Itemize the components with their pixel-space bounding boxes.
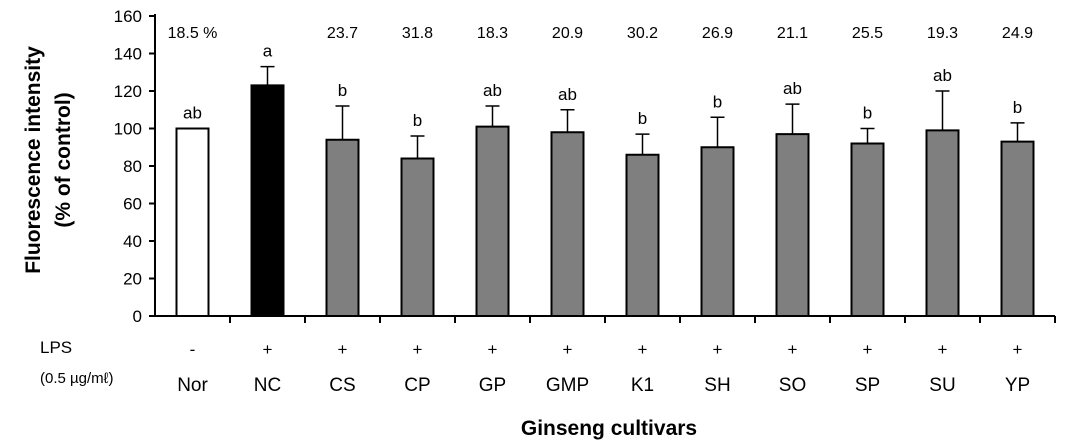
lps-sign: + xyxy=(938,340,948,359)
y-axis-ticks: 0 20 40 60 80 100 120 140 160 xyxy=(114,7,155,326)
significance-label: b xyxy=(1013,98,1022,117)
percent-label: 23.7 xyxy=(327,25,358,42)
lps-sign: + xyxy=(788,340,798,359)
significance-label: ab xyxy=(558,85,577,104)
lps-sign: + xyxy=(638,340,648,359)
bar xyxy=(475,125,510,317)
y-tick-label: 140 xyxy=(114,45,142,64)
significance-label: b xyxy=(338,81,347,100)
bar xyxy=(625,153,660,317)
x-category-label: SU xyxy=(929,375,955,396)
x-category-label: NC xyxy=(254,375,281,396)
bar-labels-group: ab 18.5 % - Nor a + NC b 23.7 + CS b 31.8 + CP ab 18.3 + G… xyxy=(168,25,1034,396)
bar xyxy=(400,157,435,317)
y-tick-label: 40 xyxy=(123,232,142,251)
significance-label: b xyxy=(638,109,647,128)
y-tick-label: 60 xyxy=(123,195,142,214)
percent-label: 30.2 xyxy=(627,25,658,42)
bar xyxy=(850,142,885,317)
percent-label: 26.9 xyxy=(702,25,733,42)
y-tick-label: 0 xyxy=(133,307,142,326)
x-category-label: YP xyxy=(1005,375,1030,396)
bar xyxy=(1000,140,1035,317)
y-axis-title-line2: (% of control) xyxy=(52,92,75,227)
percent-label: 31.8 xyxy=(402,25,433,42)
y-tick-label: 80 xyxy=(123,157,142,176)
x-category-label: CP xyxy=(404,375,430,396)
percent-label: 19.3 xyxy=(927,25,958,42)
lps-dose-label: (0.5 µg/mℓ) xyxy=(40,370,114,387)
percent-label: 25.5 xyxy=(852,25,883,42)
x-category-label: GP xyxy=(479,375,506,396)
significance-label: ab xyxy=(783,79,802,98)
x-category-label: Nor xyxy=(177,375,208,396)
lps-sign: + xyxy=(413,340,423,359)
percent-label: 24.9 xyxy=(1002,25,1033,42)
x-category-label: SH xyxy=(704,375,730,396)
lps-sign: + xyxy=(488,340,498,359)
y-axis-title-line1: Fluorescence intensity xyxy=(22,46,45,274)
bar xyxy=(250,84,285,317)
lps-sign: + xyxy=(563,340,573,359)
lps-sign: + xyxy=(1013,340,1023,359)
significance-label: ab xyxy=(483,81,502,100)
axes-group xyxy=(154,14,1056,323)
lps-sign: + xyxy=(863,340,873,359)
significance-label: ab xyxy=(183,104,202,123)
lps-sign: + xyxy=(338,340,348,359)
significance-label: ab xyxy=(933,66,952,85)
percent-label: 20.9 xyxy=(552,25,583,42)
y-tick-label: 20 xyxy=(123,270,142,289)
error-bars-group xyxy=(260,65,1025,159)
bar xyxy=(925,129,960,317)
significance-label: b xyxy=(413,111,422,130)
percent-label: 18.5 % xyxy=(168,25,218,42)
x-axis-title: Ginseng cultivars xyxy=(521,417,697,440)
x-category-label: SP xyxy=(855,375,880,396)
bar xyxy=(550,131,585,317)
significance-label: a xyxy=(263,42,273,61)
y-tick-label: 120 xyxy=(114,82,142,101)
lps-sign: + xyxy=(263,340,273,359)
x-category-label: SO xyxy=(779,375,806,396)
lps-sign: - xyxy=(190,340,196,359)
bar xyxy=(325,138,360,317)
x-category-label: GMP xyxy=(546,375,589,396)
y-tick-label: 100 xyxy=(114,120,142,139)
percent-label: 18.3 xyxy=(477,25,508,42)
lps-row-label: LPS xyxy=(40,338,72,357)
bars-group xyxy=(175,84,1035,317)
significance-label: b xyxy=(713,92,722,111)
bar xyxy=(175,127,210,317)
lps-sign: + xyxy=(713,340,723,359)
y-tick-label: 160 xyxy=(114,7,142,26)
bar xyxy=(700,146,735,317)
bar xyxy=(775,133,810,317)
percent-label: 21.1 xyxy=(777,25,808,42)
x-category-label: K1 xyxy=(631,375,654,396)
x-category-label: CS xyxy=(329,375,355,396)
significance-label: b xyxy=(863,104,872,123)
